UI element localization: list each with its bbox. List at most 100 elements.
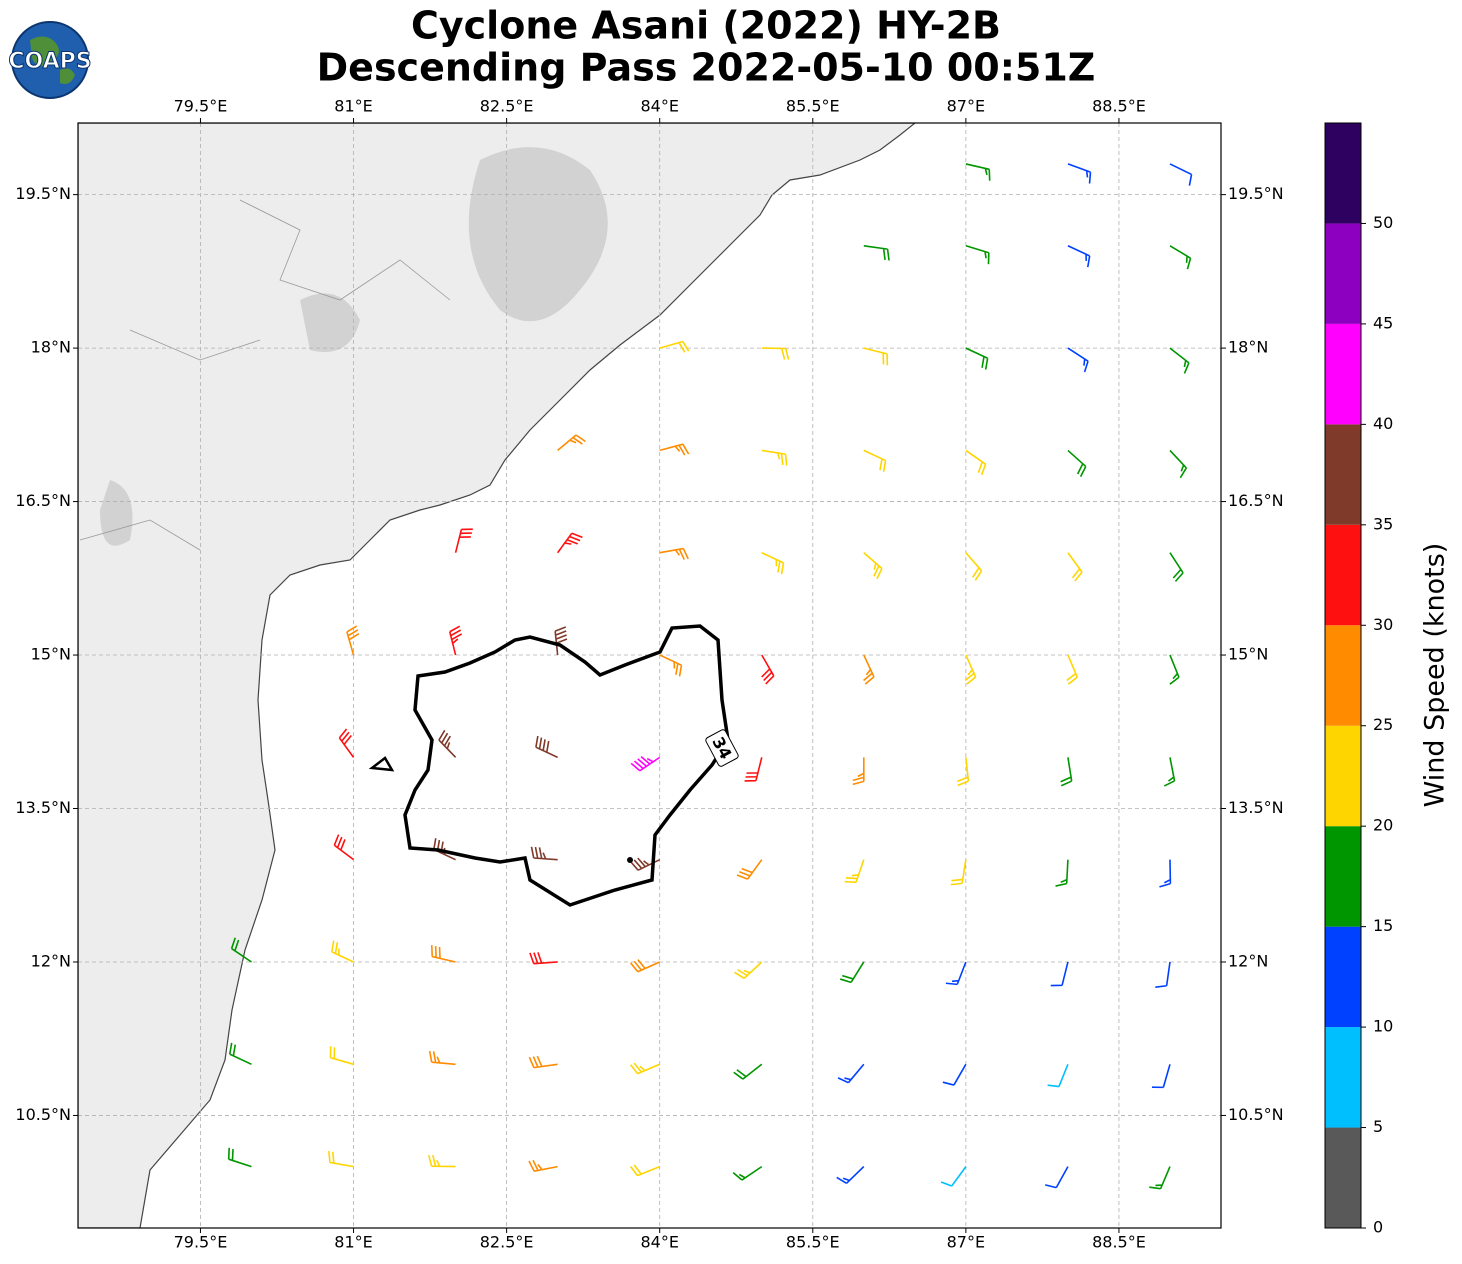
wind-barb bbox=[732, 1165, 763, 1181]
wind-barb bbox=[1067, 449, 1087, 478]
y-tick-label: 13.5°N bbox=[15, 798, 71, 817]
wind-barb bbox=[529, 952, 558, 965]
wind-barbs bbox=[227, 163, 1193, 1190]
x-tick-label: 84°E bbox=[640, 1233, 678, 1252]
wind-barb bbox=[346, 625, 360, 656]
wind-barb bbox=[530, 846, 558, 861]
colorbar-bin bbox=[1325, 926, 1361, 1028]
wind-barb bbox=[629, 1164, 661, 1177]
colorbar-bin bbox=[1325, 1027, 1361, 1128]
wind-barb bbox=[942, 1063, 967, 1086]
logo: COAPS bbox=[8, 21, 92, 99]
wind-barb bbox=[528, 1159, 558, 1172]
wind-barb bbox=[965, 552, 983, 581]
wind-barb bbox=[964, 654, 977, 685]
colorbar-frame bbox=[1324, 122, 1362, 1229]
x-tick-label: 88.5°E bbox=[1092, 97, 1146, 116]
wind-barb bbox=[438, 729, 457, 758]
map-frame bbox=[77, 122, 1222, 1229]
wind-barb bbox=[1060, 757, 1073, 787]
x-tick-label: 82.5°E bbox=[480, 1233, 534, 1252]
y-tick-label: 16.5°N bbox=[15, 491, 71, 510]
wind-barb bbox=[630, 756, 661, 772]
wind-barb bbox=[965, 347, 989, 370]
x-tick-label: 87°E bbox=[947, 1233, 985, 1252]
x-tick-label: 79.5°E bbox=[174, 97, 228, 116]
wind-barb bbox=[1169, 163, 1193, 186]
wind-barb bbox=[863, 449, 887, 472]
wind-barb bbox=[1067, 245, 1091, 268]
wind-barb bbox=[1149, 1166, 1171, 1190]
state-border bbox=[79, 199, 451, 551]
colorbar-tick-label: 30 bbox=[1373, 615, 1393, 634]
y-tick-label: 10.5°N bbox=[1228, 1105, 1284, 1124]
wind-barb bbox=[733, 1063, 763, 1080]
colorbar-tick-label: 50 bbox=[1373, 213, 1393, 232]
wind-barb bbox=[227, 1147, 252, 1168]
wind-barb bbox=[433, 838, 456, 861]
wind-barb bbox=[957, 757, 970, 787]
colorbar-bin bbox=[1325, 725, 1361, 827]
x-tick-label: 85.5°E bbox=[786, 1233, 840, 1252]
wind-barb bbox=[328, 1151, 354, 1168]
wind-barb bbox=[965, 163, 991, 181]
wind-barb bbox=[1159, 859, 1172, 888]
colorbar-tick-label: 10 bbox=[1373, 1017, 1393, 1036]
wind-barb bbox=[1155, 961, 1171, 988]
wind-barb bbox=[761, 347, 790, 360]
logo-text: COAPS bbox=[8, 49, 91, 74]
x-tick-label: 79.5°E bbox=[174, 1233, 228, 1252]
wind-barb bbox=[1055, 859, 1069, 887]
wind-barb bbox=[230, 937, 252, 963]
x-tick-label: 88.5°E bbox=[1092, 1233, 1146, 1252]
wind-barb bbox=[449, 625, 463, 656]
wind-barb bbox=[428, 1050, 456, 1066]
wind-barb bbox=[1169, 449, 1188, 479]
wind-barb bbox=[430, 945, 456, 963]
y-tick-label: 16.5°N bbox=[1228, 491, 1284, 510]
wind-barb bbox=[1050, 961, 1069, 987]
x-tick-label: 84°E bbox=[640, 97, 678, 116]
y-tick-label: 10.5°N bbox=[15, 1105, 71, 1124]
wind-barb bbox=[836, 1166, 865, 1184]
wind-barb bbox=[659, 340, 690, 353]
colorbar-tick-label: 5 bbox=[1373, 1117, 1383, 1136]
colorbar-bin bbox=[1325, 524, 1361, 626]
colorbar-tick-label: 0 bbox=[1373, 1218, 1383, 1237]
colorbar: 0 5 10 15 20 25 30 35 40 45 50 bbox=[1324, 122, 1393, 1237]
contour-34kt bbox=[627, 857, 633, 863]
y-tick-label: 18°N bbox=[31, 338, 71, 357]
colorbar-tick-label: 35 bbox=[1373, 514, 1393, 533]
colorbar-bin bbox=[1325, 625, 1361, 726]
wind-barb bbox=[1169, 245, 1192, 270]
colorbar-tick-label: 40 bbox=[1373, 414, 1393, 433]
wind-barb bbox=[839, 961, 865, 984]
wind-barb bbox=[454, 528, 473, 553]
wind-barb bbox=[629, 1062, 661, 1075]
contour-label-box bbox=[705, 729, 739, 767]
wind-barb bbox=[629, 959, 661, 973]
wind-barb bbox=[535, 735, 558, 759]
colorbar-bin bbox=[1325, 424, 1361, 525]
colorbar-tick-label: 20 bbox=[1373, 816, 1393, 835]
wind-barb bbox=[965, 449, 987, 476]
y-tick-label: 12°N bbox=[1228, 951, 1268, 970]
colorbar-label: Wind Speed (knots) bbox=[1420, 543, 1451, 808]
x-tick-label: 85.5°E bbox=[786, 97, 840, 116]
x-tick-label: 82.5°E bbox=[480, 97, 534, 116]
wind-barb bbox=[744, 757, 763, 782]
wind-barb bbox=[659, 443, 690, 456]
wind-barb bbox=[331, 940, 354, 963]
contour-34kt bbox=[368, 756, 395, 772]
wind-barb bbox=[736, 859, 763, 880]
title-line: Cyclone Asani (2022) HY-2B bbox=[411, 4, 1001, 48]
wind-barb bbox=[1067, 163, 1092, 184]
wind-barb bbox=[1045, 1166, 1069, 1189]
colorbar-bin bbox=[1325, 123, 1361, 224]
wind-barb bbox=[1169, 552, 1184, 582]
wind-barb bbox=[950, 859, 967, 886]
wind-barb bbox=[557, 532, 583, 554]
wind-barb bbox=[659, 654, 683, 677]
map-area: 34 bbox=[78, 123, 1221, 1228]
